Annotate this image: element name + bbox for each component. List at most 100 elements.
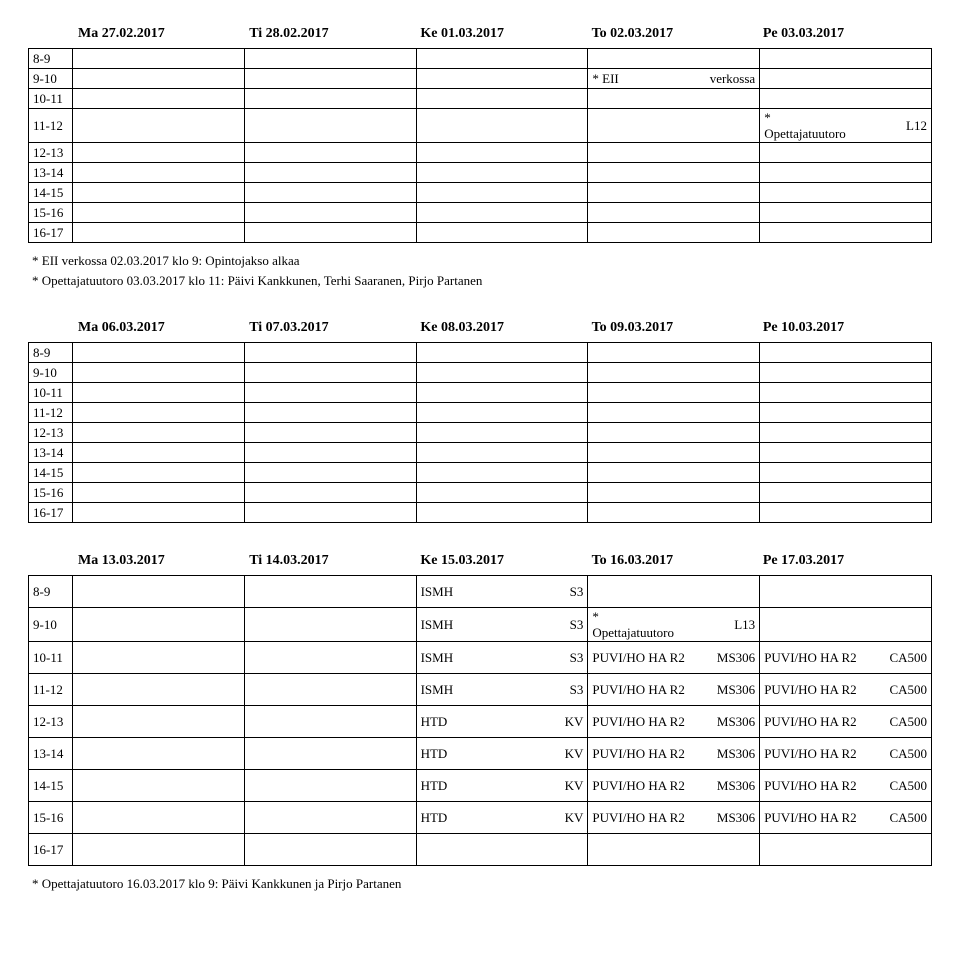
schedule-cell [760, 223, 932, 243]
table-row: 10-11 [29, 383, 932, 403]
schedule-cell [416, 89, 588, 109]
schedule-cell [416, 423, 588, 443]
schedule-cell: HTDKV [416, 738, 588, 770]
schedule-table: 8-99-10 * EII verkossa 10-1111-12* Opettaja… [28, 48, 932, 243]
table-row: 12-13 [29, 423, 932, 443]
cell-right: KV [565, 746, 584, 762]
time-cell: 8-9 [29, 343, 73, 363]
schedule-cell [73, 503, 245, 523]
table-row: 8-9 [29, 49, 932, 69]
schedule-cell [244, 203, 416, 223]
time-cell: 9-10 [29, 69, 73, 89]
header-spacer [30, 551, 74, 571]
cell-right: S3 [570, 617, 584, 633]
cell-left: * EII [592, 71, 618, 87]
schedule-cell [73, 738, 245, 770]
schedule-cell [244, 49, 416, 69]
cell-right: MS306 [717, 682, 755, 698]
schedule-cell [588, 576, 760, 608]
cell-content: PUVI/HO HA R2MS306 [592, 650, 755, 666]
day-header: Ma 27.02.2017 [74, 24, 245, 44]
schedule-cell [244, 163, 416, 183]
schedule-cell [416, 343, 588, 363]
schedule-cell [588, 403, 760, 423]
cell-left: * Opettajatuutoro [764, 110, 846, 141]
schedule-table: 8-9ISMHS39-10ISMHS3* OpettajatuutoroL131… [28, 575, 932, 866]
schedule-cell [244, 363, 416, 383]
schedule-cell: PUVI/HO HA R2CA500 [760, 770, 932, 802]
cell-content: PUVI/HO HA R2MS306 [592, 682, 755, 698]
schedule-cell: * OpettajatuutoroL13 [588, 608, 760, 642]
schedule-cell [244, 69, 416, 89]
cell-left: * Opettajatuutoro [592, 609, 674, 640]
cell-content: HTDKV [421, 746, 584, 762]
note-line: * Opettajatuutoro 03.03.2017 klo 11: Päi… [32, 271, 928, 291]
cell-left: ISMH [421, 682, 454, 698]
cell-content: * OpettajatuutoroL12 [764, 110, 927, 141]
time-cell: 12-13 [29, 706, 73, 738]
schedule-cell [588, 834, 760, 866]
day-header: Ke 01.03.2017 [416, 24, 587, 44]
cell-right: CA500 [889, 682, 927, 698]
schedule-cell [244, 143, 416, 163]
time-cell: 16-17 [29, 834, 73, 866]
cell-content: ISMHS3 [421, 584, 584, 600]
cell-left: PUVI/HO HA R2 [592, 746, 684, 762]
schedule-cell [416, 403, 588, 423]
cell-right: MS306 [717, 714, 755, 730]
time-cell: 14-15 [29, 770, 73, 802]
cell-content: * OpettajatuutoroL13 [592, 609, 755, 640]
cell-right: CA500 [889, 746, 927, 762]
cell-content: HTDKV [421, 714, 584, 730]
schedule-cell [244, 463, 416, 483]
schedule-cell [588, 109, 760, 143]
schedule-cell: PUVI/HO HA R2 CA500 [760, 738, 932, 770]
schedule-cell [73, 463, 245, 483]
table-row: 15-16 [29, 483, 932, 503]
cell-right: KV [565, 778, 584, 794]
cell-left: PUVI/HO HA R2 [764, 650, 856, 666]
schedule-cell [73, 770, 245, 802]
schedule-cell [73, 706, 245, 738]
header-spacer [30, 24, 74, 44]
schedule-cell [73, 423, 245, 443]
table-row: 11-12* OpettajatuutoroL12 [29, 109, 932, 143]
day-header: Pe 10.03.2017 [759, 318, 930, 338]
day-header: To 16.03.2017 [588, 551, 759, 571]
day-header: Ma 06.03.2017 [74, 318, 245, 338]
schedule-cell [760, 383, 932, 403]
cell-left: PUVI/HO HA R2 [764, 810, 856, 826]
schedule-cell [760, 608, 932, 642]
time-cell: 11-12 [29, 403, 73, 423]
time-cell: 15-16 [29, 203, 73, 223]
schedule-cell [73, 608, 245, 642]
time-cell: 16-17 [29, 223, 73, 243]
schedule-cell [760, 363, 932, 383]
time-cell: 12-13 [29, 423, 73, 443]
time-cell: 9-10 [29, 363, 73, 383]
schedule-cell [588, 163, 760, 183]
cell-left: PUVI/HO HA R2 [764, 746, 856, 762]
day-header: Pe 17.03.2017 [759, 551, 930, 571]
time-cell: 10-11 [29, 89, 73, 109]
cell-content: PUVI/HO HA R2MS306 [592, 778, 755, 794]
table-row: 8-9 [29, 343, 932, 363]
time-cell: 10-11 [29, 383, 73, 403]
cell-right: S3 [570, 584, 584, 600]
schedule-cell [73, 109, 245, 143]
cell-right: MS306 [717, 650, 755, 666]
schedule-cell [760, 183, 932, 203]
header-row: Ma 06.03.2017Ti 07.03.2017Ke 08.03.2017T… [28, 318, 932, 338]
table-row: 14-15 [29, 463, 932, 483]
day-header: Ti 28.02.2017 [245, 24, 416, 44]
schedule-cell: * OpettajatuutoroL12 [760, 109, 932, 143]
table-row: 11-12 [29, 403, 932, 423]
schedule-cell: PUVI/HO HA R2MS306 [588, 642, 760, 674]
cell-right: MS306 [717, 746, 755, 762]
schedule-cell [244, 383, 416, 403]
schedule-cell: PUVI/HO HA R2CA500 [760, 674, 932, 706]
cell-right: verkossa [710, 71, 756, 87]
schedule-cell [73, 89, 245, 109]
note-line: * EII verkossa 02.03.2017 klo 9: Opintoj… [32, 251, 928, 271]
schedule-cell [416, 443, 588, 463]
